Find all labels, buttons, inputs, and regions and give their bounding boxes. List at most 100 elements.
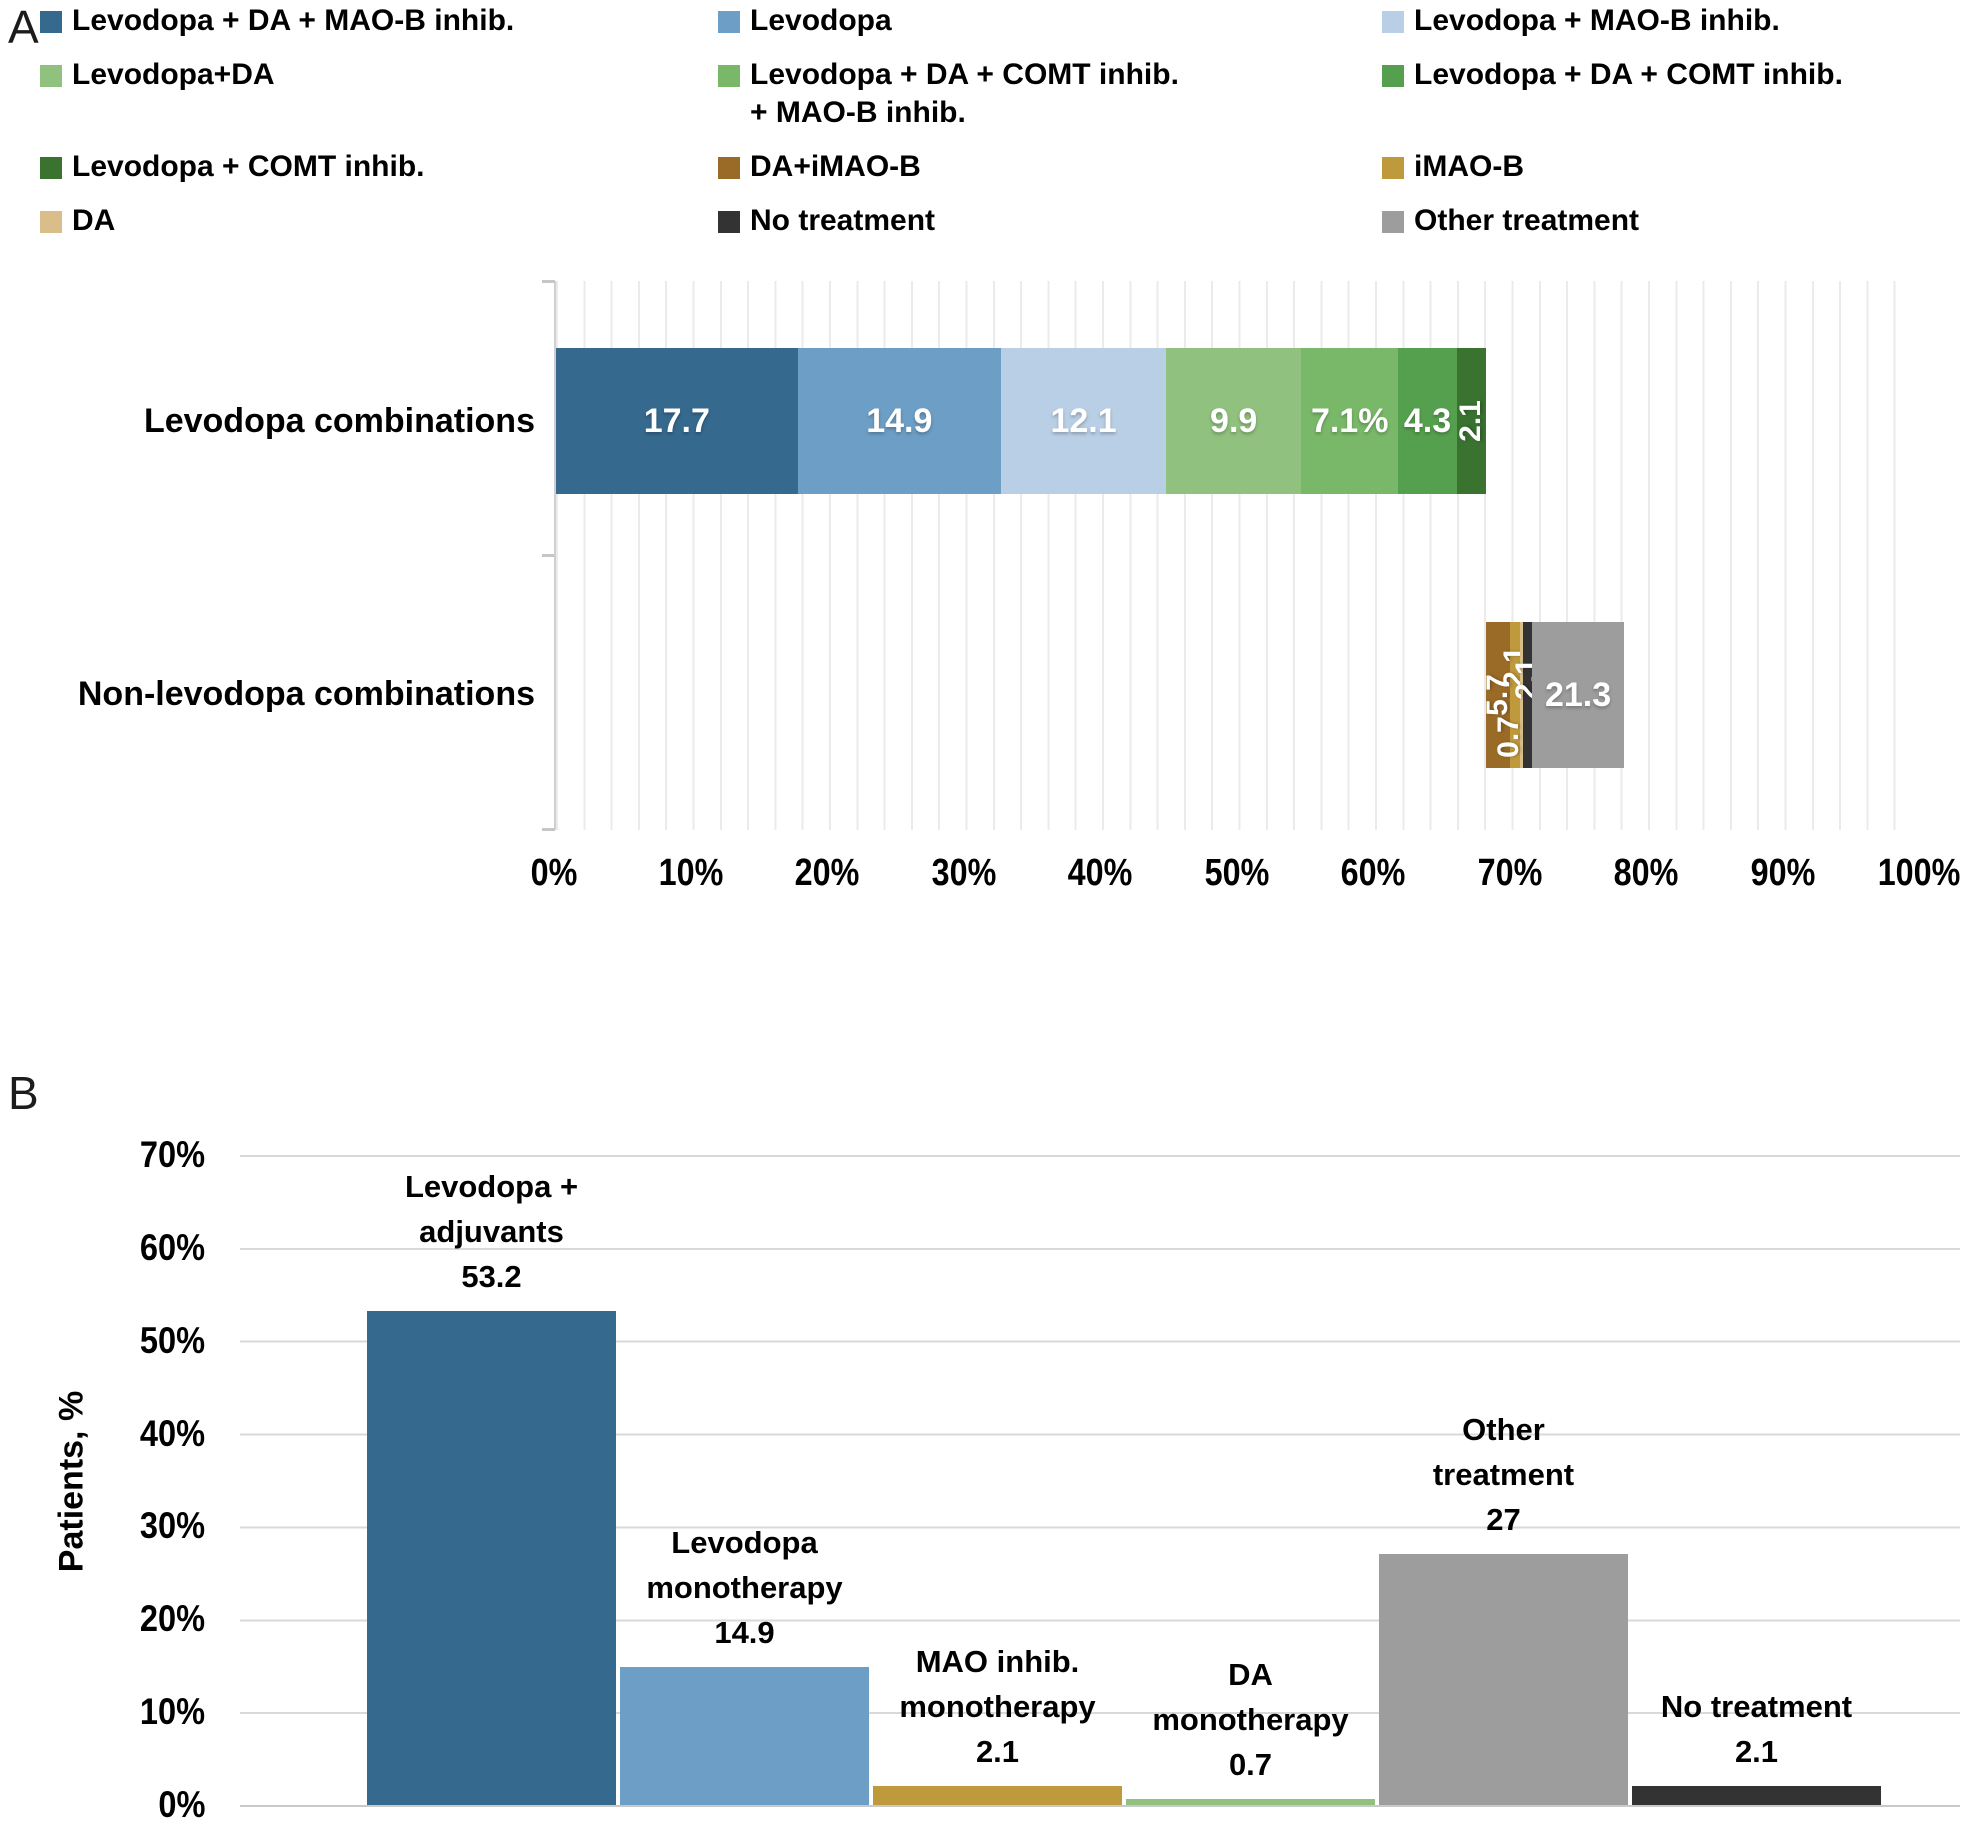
x-axis-tick-label: 50%: [1204, 852, 1269, 894]
legend-item: DA: [40, 202, 718, 240]
x-axis-tick-label: 90%: [1750, 852, 1815, 894]
y-axis-tick-label: 40%: [139, 1412, 205, 1454]
x-axis-tick-label: 30%: [931, 852, 996, 894]
axis-tick: [542, 554, 555, 557]
panel-b-letter: B: [8, 1067, 39, 1119]
bar-segment-value-label: 7.1%: [1310, 401, 1389, 440]
bar-label: MAO inhib. monotherapy 2.1: [899, 1643, 1096, 1769]
legend-item-label: No treatment: [750, 204, 936, 237]
bar-segment-value-label: 2.1: [1454, 400, 1488, 442]
legend-swatch-icon: [40, 157, 62, 179]
legend-item: iMAO-B: [1382, 148, 1970, 186]
y-axis-tick-label: 20%: [139, 1598, 205, 1640]
bar-segment-value-label: 4.3: [1403, 401, 1452, 440]
legend-swatch-icon: [40, 65, 62, 87]
stacked-bar: 5.7 2.1 0.7 2.1 21.3: [556, 622, 1921, 768]
legend-item: Other treatment: [1382, 202, 1970, 240]
bar-segment-value-label: 14.9: [866, 401, 933, 440]
legend-swatch-icon: [1382, 65, 1404, 87]
legend-item: DA+iMAO-B: [718, 148, 1382, 186]
bar-segment-value-label: 17.7: [643, 401, 710, 440]
bar: [367, 1311, 616, 1805]
bar-label: Levodopa monotherapy 14.9: [646, 1524, 843, 1650]
legend-item: Levodopa + COMT inhib.: [40, 148, 718, 186]
legend-swatch-icon: [1382, 211, 1404, 233]
legend-swatch-icon: [40, 211, 62, 233]
category-label-levodopa-combinations: Levodopa combinations: [143, 402, 535, 440]
legend-item: Levodopa + DA + MAO-B inhib.: [40, 2, 718, 40]
bar-label: DA monotherapy 0.7: [1152, 1656, 1349, 1782]
bar-segment: 2.1: [1510, 622, 1543, 768]
bar-segment-value-label: 0.7: [1492, 716, 1526, 758]
legend-item: Levodopa + DA + COMT inhib. + MAO-B inhi…: [718, 56, 1382, 132]
legend-item: Levodopa + MAO-B inhib.: [1382, 2, 1970, 40]
bar-segment: 4.3: [1398, 348, 1457, 494]
y-axis-tick-label: 0%: [157, 1784, 205, 1825]
bar-segment: 5.7: [1481, 622, 1514, 768]
bar-label: Other treatment 27: [1432, 1412, 1575, 1538]
bar-segment-value-label: 21.3: [1544, 675, 1612, 714]
x-axis-tick-label: 40%: [1067, 852, 1133, 894]
legend-item-label: Levodopa: [750, 4, 892, 37]
bar-label: No treatment 2.1: [1660, 1688, 1853, 1769]
legend-item: Levodopa+DA: [40, 56, 718, 132]
panel-b-plot-area: Levodopa + adjuvants 53.2 Levodopa monoth…: [240, 1155, 1960, 1807]
legend: Levodopa + DA + MAO-B inhib. Levodopa Levo…: [40, 2, 1970, 240]
y-axis-tick-label: 50%: [139, 1319, 205, 1361]
x-axis-tick-label: 10%: [658, 852, 723, 894]
legend-item: Levodopa + DA + COMT inhib.: [1382, 56, 1970, 132]
legend-item-label: DA: [72, 204, 116, 237]
legend-item-label: iMAO-B: [1414, 150, 1524, 183]
bar-segment: 9.9: [1166, 348, 1302, 494]
bar-segment: 12.1: [1000, 348, 1167, 494]
panel-b-y-axis: 70% 60% 50% 40% 30% 20% 10% 0%: [0, 1134, 205, 1825]
axis-tick: [542, 828, 555, 831]
bar-segment: 2.1: [1454, 348, 1488, 494]
x-axis-tick-label: 80%: [1613, 852, 1679, 894]
y-axis-tick-label: 60%: [139, 1226, 205, 1268]
bar-segment: 21.3: [1531, 622, 1625, 768]
bar: [1379, 1554, 1628, 1805]
bar-segment: 17.7: [556, 348, 798, 494]
legend-item-label: Levodopa + DA + COMT inhib. + MAO-B inhi…: [750, 58, 1179, 129]
legend-swatch-icon: [718, 65, 740, 87]
bar-segment: 14.9: [797, 348, 1001, 494]
legend-item-label: Levodopa+DA: [72, 58, 275, 91]
bar-segment-value-label: 9.9: [1210, 401, 1258, 440]
legend-item-label: Other treatment: [1414, 204, 1640, 237]
legend-item: Levodopa: [718, 2, 1382, 40]
legend-item-label: Levodopa + DA + MAO-B inhib.: [72, 4, 515, 37]
x-axis-tick-label: 20%: [794, 852, 860, 894]
category-label-non-levodopa-combinations: Non-levodopa combinations: [77, 675, 535, 713]
bar-label: Levodopa + adjuvants 53.2: [404, 1169, 579, 1294]
x-axis-tick-label: 100%: [1877, 852, 1961, 894]
stacked-bar: 17.7 14.9 12.1 9.9 7.1% 4.3 2.1: [556, 348, 1921, 494]
bar: [873, 1785, 1122, 1805]
legend-item-label: Levodopa + DA + COMT inhib.: [1414, 58, 1843, 91]
x-axis-tick-label: 70%: [1477, 852, 1542, 894]
panel-a-x-axis: 0% 10% 20% 30% 40% 50% 60% 70% 80% 90% 100%: [531, 852, 1961, 908]
legend-swatch-icon: [718, 157, 740, 179]
axis-tick: [542, 280, 555, 283]
bar-segment: 7.1%: [1301, 348, 1399, 494]
bar-segment: 0.7: [1492, 622, 1525, 768]
legend-swatch-icon: [1382, 11, 1404, 33]
panel-a-letter: A: [8, 1, 39, 53]
x-axis-tick-label: 60%: [1340, 852, 1406, 894]
y-axis-tick-label: 70%: [139, 1134, 205, 1175]
bar: [1632, 1785, 1881, 1805]
y-axis-tick-label: 10%: [139, 1691, 205, 1733]
legend-swatch-icon: [718, 211, 740, 233]
legend-item: No treatment: [718, 202, 1382, 240]
bar: [1126, 1798, 1375, 1805]
bar-segment: 2.1: [1498, 622, 1531, 768]
x-axis-tick-label: 0%: [530, 852, 578, 894]
legend-item-label: Levodopa + COMT inhib.: [72, 150, 425, 183]
legend-swatch-icon: [40, 11, 62, 33]
legend-item-label: Levodopa + MAO-B inhib.: [1414, 4, 1780, 37]
panel-a-plot-area: 17.7 14.9 12.1 9.9 7.1% 4.3 2.1 5.7 2.1 0.7 2.1 21.…: [554, 281, 1921, 830]
bar: [620, 1666, 869, 1805]
y-axis-tick-label: 30%: [139, 1505, 205, 1547]
legend-swatch-icon: [718, 11, 740, 33]
